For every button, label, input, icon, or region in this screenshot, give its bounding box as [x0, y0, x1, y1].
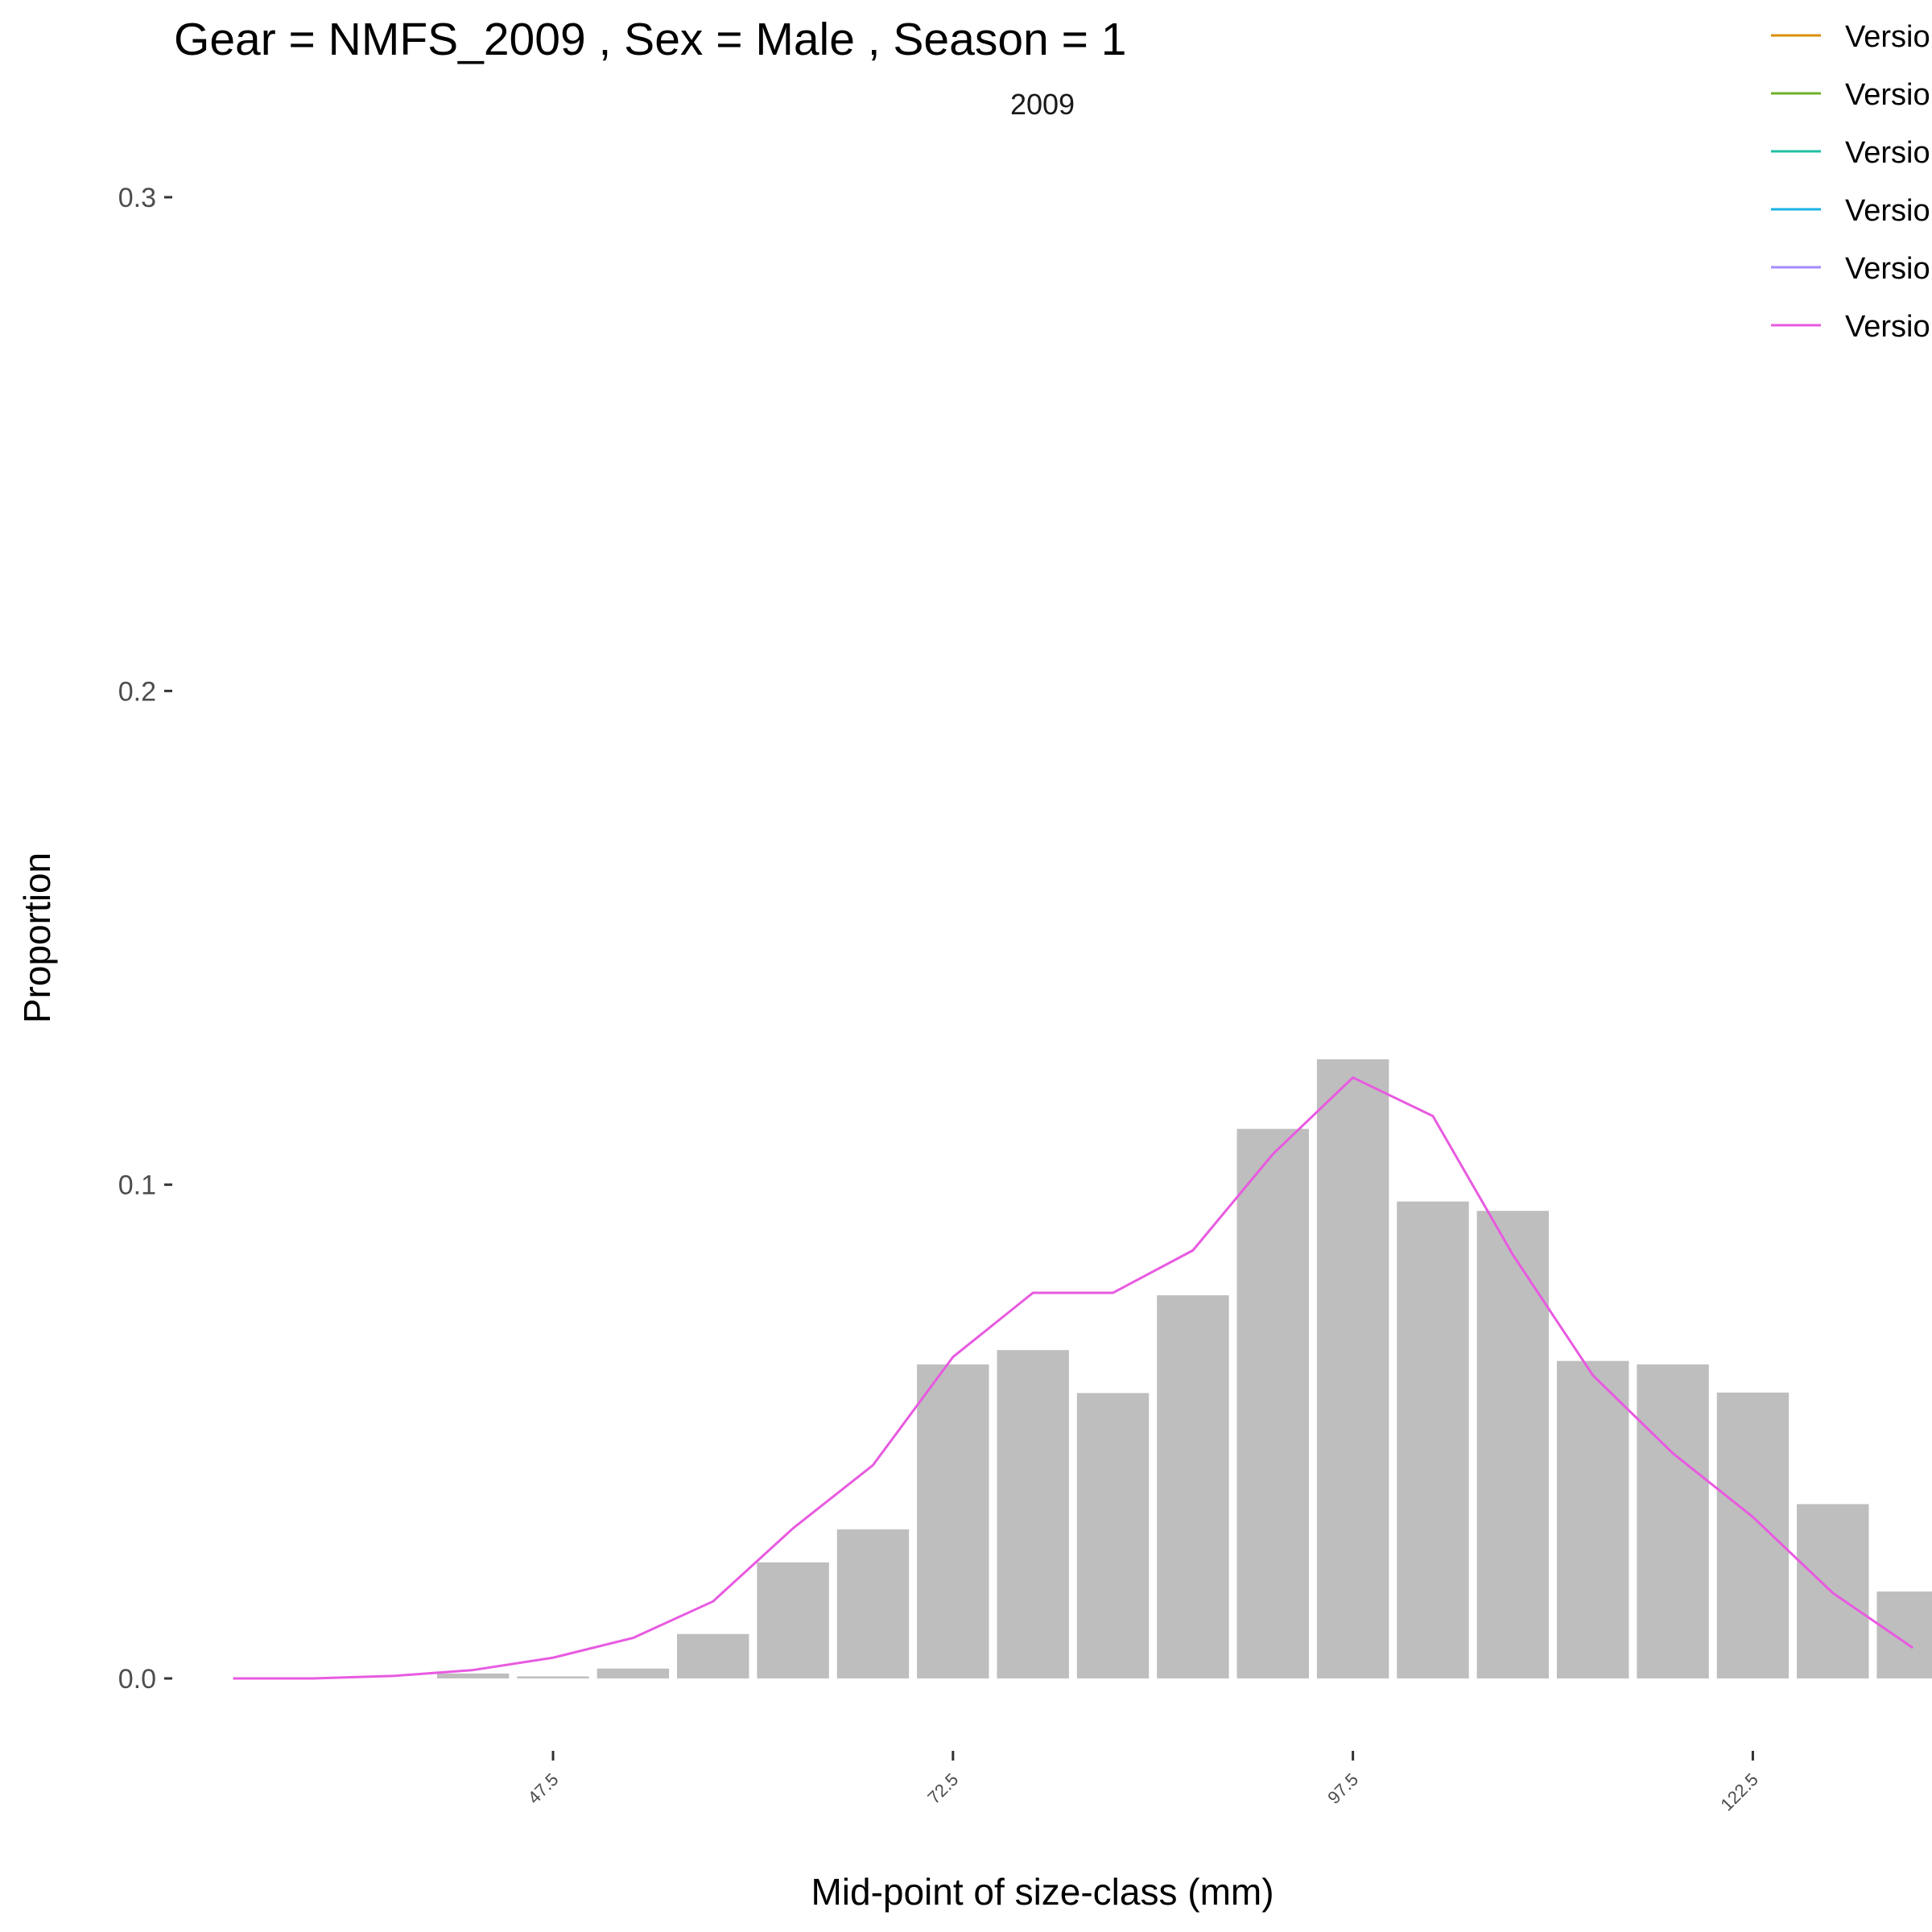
bar-92.5: [1236, 1129, 1309, 1678]
x-tick-label: 122.5: [1716, 1769, 1762, 1815]
legend-label: Versio: [1845, 78, 1930, 112]
chart-title: Gear = NMFS_2009 , Sex = Male , Season =…: [174, 14, 1126, 65]
chart-subtitle: 2009: [1010, 88, 1075, 121]
bar-112.5: [1556, 1360, 1629, 1678]
bar-67.5: [836, 1529, 910, 1678]
legend-label: Versio: [1845, 310, 1930, 344]
x-tick-label: 72.5: [923, 1769, 962, 1808]
bar-72.5: [917, 1364, 989, 1678]
bar-107.5: [1476, 1211, 1550, 1678]
legend-label: Versio: [1845, 252, 1930, 286]
x-tick-label: 97.5: [1323, 1769, 1362, 1808]
y-tick-label: 0.3: [118, 183, 156, 213]
bars-layer: [436, 1059, 1932, 1678]
bar-62.5: [757, 1562, 829, 1678]
legend-label: Versio: [1845, 136, 1930, 170]
bar-127.5: [1797, 1504, 1869, 1678]
bar-77.5: [997, 1350, 1069, 1678]
bar-57.5: [677, 1633, 749, 1678]
bar-122.5: [1716, 1392, 1790, 1678]
x-tick-label: 47.5: [524, 1769, 563, 1808]
y-axis: 0.0 0.1 0.2 0.3: [118, 183, 172, 1695]
x-axis-title: Mid-point of size-class (mm): [811, 1871, 1274, 1913]
bar-42.5: [436, 1673, 510, 1678]
legend-label: Versio: [1845, 194, 1930, 228]
y-tick-label: 0.0: [118, 1664, 156, 1695]
bar-82.5: [1076, 1393, 1150, 1678]
y-axis-title: Proportion: [16, 852, 58, 1023]
bar-87.5: [1157, 1295, 1229, 1678]
y-tick-label: 0.1: [118, 1170, 156, 1201]
legend: Versio Versio Versio Versio Versio Versio: [1771, 20, 1930, 344]
bar-47.5: [517, 1676, 589, 1678]
bar-97.5: [1316, 1059, 1389, 1678]
bar-132.5: [1876, 1591, 1932, 1678]
bar-117.5: [1637, 1364, 1709, 1678]
bar-52.5: [597, 1668, 670, 1678]
y-tick-label: 0.2: [118, 676, 156, 707]
bar-102.5: [1397, 1201, 1469, 1678]
legend-label: Versio: [1845, 20, 1930, 54]
lines-layer: [233, 1076, 1914, 1680]
x-axis: 47.5 72.5 97.5 122.5: [524, 1751, 1762, 1814]
series-line-0: [233, 1076, 1914, 1680]
